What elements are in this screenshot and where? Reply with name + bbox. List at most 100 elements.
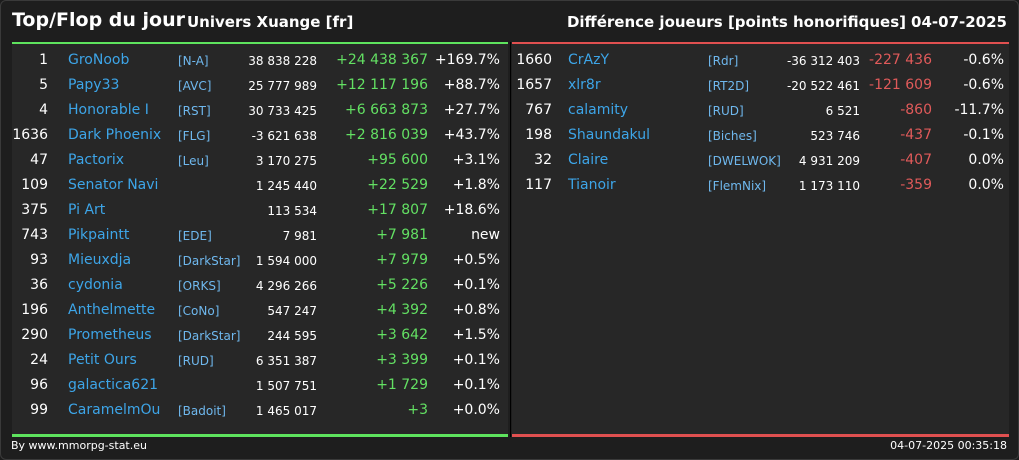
player-row: 743 Pikpaintt [EDE] 7 981 +7 981 new <box>12 224 508 249</box>
player-name-link[interactable]: Pikpaintt <box>68 227 130 243</box>
player-rank: 290 <box>21 327 48 343</box>
player-score: 1 173 110 <box>798 179 860 193</box>
alliance-tag: [Biches] <box>708 129 757 143</box>
score-difference: +24 438 367 <box>336 52 428 68</box>
player-rank: 196 <box>21 302 48 318</box>
player-name-link[interactable]: CaramelmOu <box>68 402 161 418</box>
header-date: 04-07-2025 <box>911 13 1007 31</box>
player-name-link[interactable]: Pi Art <box>68 202 106 218</box>
percent-change: -0.6% <box>963 77 1004 93</box>
score-difference: -121 609 <box>869 77 932 93</box>
score-difference: +3 399 <box>376 352 428 368</box>
percent-change: +27.7% <box>443 102 500 118</box>
player-rank: 375 <box>21 202 48 218</box>
player-score: 3 170 275 <box>255 154 317 168</box>
player-name-link[interactable]: Tianoir <box>568 177 616 193</box>
alliance-tag: [EDE] <box>178 229 212 243</box>
player-score: 113 534 <box>267 204 317 218</box>
player-name-link[interactable]: Pactorix <box>68 152 125 168</box>
player-score: 1 245 440 <box>255 179 317 193</box>
player-row: 36 cydonia [ORKS] 4 296 266 +5 226 +0.1% <box>12 274 508 299</box>
score-difference: -227 436 <box>869 52 932 68</box>
alliance-tag: [DarkStar] <box>178 329 241 343</box>
player-name-link[interactable]: galactica621 <box>68 377 159 393</box>
percent-change: +169.7% <box>434 52 500 68</box>
score-difference: +17 807 <box>367 202 428 218</box>
player-score: 523 746 <box>810 129 860 143</box>
player-name-link[interactable]: Senator Navi <box>68 177 159 193</box>
percent-change: +0.1% <box>452 277 500 293</box>
player-row: 117 Tianoir [FlemNix] 1 173 110 -359 0.0% <box>512 174 1009 199</box>
player-rank: 93 <box>30 252 48 268</box>
percent-change: +3.1% <box>452 152 500 168</box>
player-score: 7 981 <box>282 229 317 243</box>
panel-divider <box>510 42 511 437</box>
percent-change: +0.5% <box>452 252 500 268</box>
player-row: 109 Senator Navi 1 245 440 +22 529 +1.8% <box>12 174 508 199</box>
player-row: 47 Pactorix [Leu] 3 170 275 +95 600 +3.1% <box>12 149 508 174</box>
player-name-link[interactable]: cydonia <box>68 277 123 293</box>
player-score: 6 351 387 <box>255 354 317 368</box>
player-name-link[interactable]: Honorable I <box>68 102 149 118</box>
player-name-link[interactable]: Mieuxdja <box>68 252 132 268</box>
player-name-link[interactable]: Shaundakul <box>568 127 650 143</box>
alliance-tag: [N-A] <box>178 54 209 68</box>
player-name-link[interactable]: Prometheus <box>68 327 152 343</box>
alliance-tag: [RUD] <box>178 354 214 368</box>
player-row: 32 Claire [DWELWOK] 4 931 209 -407 0.0% <box>512 149 1009 174</box>
score-difference: +5 226 <box>376 277 428 293</box>
percent-change: -0.6% <box>963 52 1004 68</box>
player-rank: 1 <box>39 52 48 68</box>
player-rank: 99 <box>30 402 48 418</box>
percent-change: +0.0% <box>452 402 500 418</box>
player-name-link[interactable]: CrAzY <box>568 52 610 68</box>
alliance-tag: [Leu] <box>178 154 209 168</box>
player-row: 96 galactica621 1 507 751 +1 729 +0.1% <box>12 374 508 399</box>
player-score: 6 521 <box>825 104 860 118</box>
player-score: 25 777 989 <box>248 79 317 93</box>
score-difference: +12 117 196 <box>336 77 428 93</box>
player-rank: 47 <box>30 152 48 168</box>
player-row: 196 Anthelmette [CoNo] 547 247 +4 392 +0.8% <box>12 299 508 324</box>
player-row: 1660 CrAzY [Rdr] -36 312 403 -227 436 -0.6% <box>512 49 1009 74</box>
score-difference: -359 <box>900 177 932 193</box>
score-difference: +7 979 <box>376 252 428 268</box>
player-score: 4 296 266 <box>255 279 317 293</box>
player-row: 767 calamity [RUD] 6 521 -860 -11.7% <box>512 99 1009 124</box>
footer-timestamp: 04-07-2025 00:35:18 <box>890 439 1007 452</box>
player-name-link[interactable]: xlr8r <box>568 77 601 93</box>
player-row: 1 GroNoob [N-A] 38 838 228 +24 438 367 +169.7… <box>12 49 508 74</box>
alliance-tag: [FLG] <box>178 129 211 143</box>
player-rank: 109 <box>21 177 48 193</box>
player-name-link[interactable]: calamity <box>568 102 629 118</box>
alliance-tag: [DarkStar] <box>178 254 241 268</box>
player-rank: 117 <box>525 177 552 193</box>
player-row: 1636 Dark Phoenix [FLG] -3 621 638 +2 816 03… <box>12 124 508 149</box>
player-name-link[interactable]: Anthelmette <box>68 302 156 318</box>
alliance-tag: [RST] <box>178 104 211 118</box>
score-difference: +4 392 <box>376 302 428 318</box>
player-name-link[interactable]: Petit Ours <box>68 352 137 368</box>
score-difference: -860 <box>900 102 932 118</box>
player-name-link[interactable]: Claire <box>568 152 609 168</box>
percent-change: +43.7% <box>443 127 500 143</box>
player-row: 4 Honorable I [RST] 30 733 425 +6 663 873 +27… <box>12 99 508 124</box>
player-row: 24 Petit Ours [RUD] 6 351 387 +3 399 +0.1% <box>12 349 508 374</box>
universe-label: Univers Xuange [fr] <box>187 13 354 31</box>
player-name-link[interactable]: Papy33 <box>68 77 120 93</box>
player-score: -3 621 638 <box>251 129 317 143</box>
score-difference: +2 816 039 <box>345 127 428 143</box>
score-difference: -407 <box>900 152 932 168</box>
score-difference: +7 981 <box>376 227 428 243</box>
player-score: 1 507 751 <box>255 379 317 393</box>
player-score: 1 465 017 <box>255 404 317 418</box>
player-name-link[interactable]: Dark Phoenix <box>68 127 162 143</box>
player-rank: 1657 <box>516 77 552 93</box>
player-row: 1657 xlr8r [RT2D] -20 522 461 -121 609 -0.6% <box>512 74 1009 99</box>
player-name-link[interactable]: GroNoob <box>68 52 130 68</box>
alliance-tag: [RUD] <box>708 104 744 118</box>
score-difference: +6 663 873 <box>345 102 428 118</box>
player-rank: 4 <box>39 102 48 118</box>
score-difference: +95 600 <box>367 152 428 168</box>
